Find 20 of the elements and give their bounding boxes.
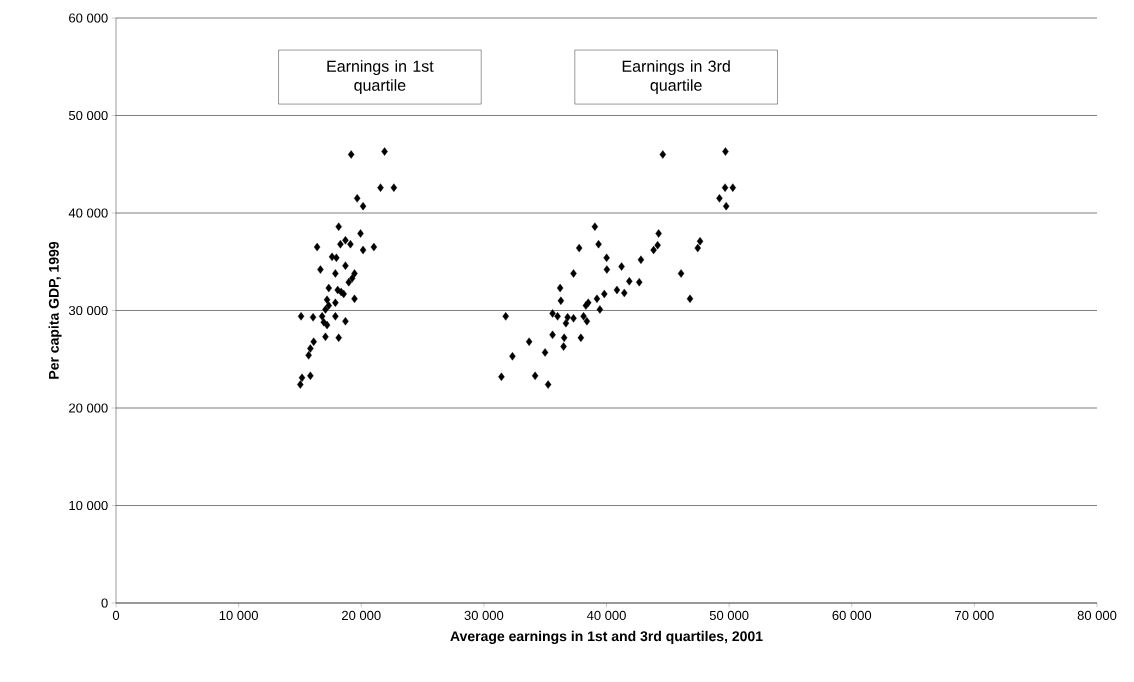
y-tick-label: 0 (101, 598, 108, 608)
x-tick-label: 50 000 (709, 610, 749, 620)
y-tick-label: 20 000 (69, 403, 108, 413)
y-tick-label: 40 000 (68, 208, 108, 218)
x-tick-label: 40 000 (586, 610, 626, 620)
x-tick-label: 0 (112, 610, 120, 620)
y-tick-label: 50 000 (68, 110, 108, 121)
x-tick-label: 80 000 (1077, 610, 1117, 620)
y-tick-label: 10 000 (69, 500, 108, 511)
x-tick-label: 70 000 (955, 610, 994, 620)
x-axis-title: Average earnings in 1st and 3rd quartiles, 2001 (450, 630, 763, 644)
x-tick-label: 10 000 (219, 610, 258, 620)
y-axis-title: Per capita GDP, 1999 (48, 241, 62, 379)
y-tick-label: 60 000 (69, 13, 108, 23)
y-tick-label: 30 000 (68, 305, 108, 316)
annotation: Earnings in 1st quartile (327, 60, 434, 95)
x-tick-label: 60 000 (832, 610, 872, 620)
x-tick-label: 30 000 (464, 610, 504, 620)
x-tick-label: 20 000 (342, 610, 381, 620)
annotation: Earnings in 3rd quartile (622, 60, 730, 95)
